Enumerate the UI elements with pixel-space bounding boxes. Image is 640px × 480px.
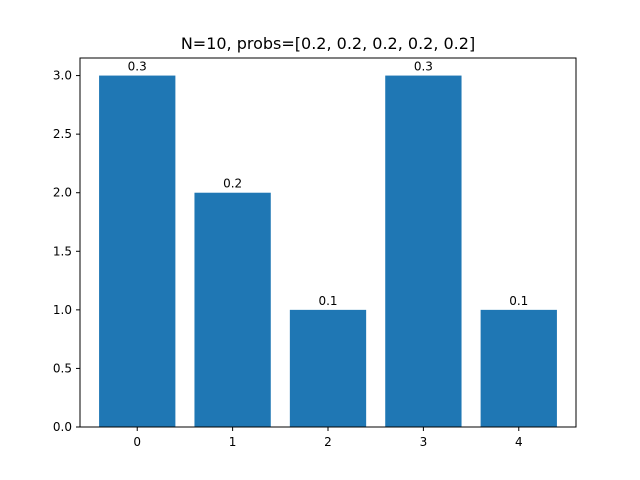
axes-layer: 0.0 0.5 1.0 1.5 2.0 2.5 3.0 0 1 2 3 4 <box>53 57 577 449</box>
bar-value-label: 0.1 <box>318 294 337 308</box>
y-tick-label: 3.0 <box>53 69 72 83</box>
x-tick-label: 1 <box>229 435 237 449</box>
bar-1 <box>194 192 271 427</box>
x-tick-label: 3 <box>420 435 428 449</box>
y-tick-label: 1.0 <box>53 303 72 317</box>
chart-title: N=10, probs=[0.2, 0.2, 0.2, 0.2, 0.2] <box>181 34 475 53</box>
bar-value-label: 0.3 <box>128 60 147 74</box>
y-tick-label: 2.0 <box>53 186 72 200</box>
y-tick-label: 2.5 <box>53 127 72 141</box>
x-tick-label: 0 <box>133 435 141 449</box>
bars-layer: 0.3 0.2 0.1 0.3 0.1 <box>99 60 557 428</box>
bar-value-label: 0.1 <box>509 294 528 308</box>
y-tick-label: 1.5 <box>53 244 72 258</box>
bar-3 <box>385 75 462 428</box>
bar-4 <box>480 309 557 427</box>
bar-value-label: 0.3 <box>414 60 433 74</box>
bar-2 <box>289 309 367 427</box>
y-tick-label: 0.5 <box>53 361 72 375</box>
x-tick-label: 4 <box>515 435 523 449</box>
y-tick-label: 0.0 <box>53 420 72 434</box>
x-tick-label: 2 <box>324 435 332 449</box>
bar-value-label: 0.2 <box>223 177 242 191</box>
bar-0 <box>99 75 176 428</box>
